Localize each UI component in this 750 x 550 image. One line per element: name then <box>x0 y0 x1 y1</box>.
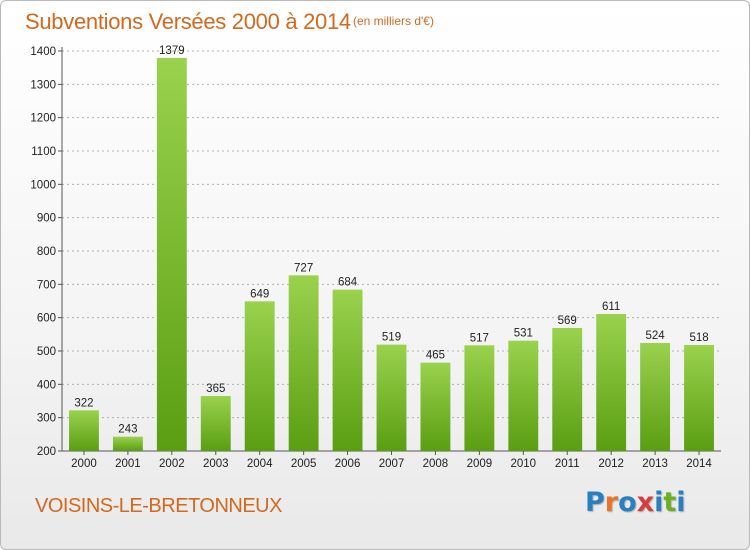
y-tick-label-900: 900 <box>37 213 56 225</box>
bar-2014 <box>684 345 714 451</box>
x-tick-label-2011: 2011 <box>555 458 580 470</box>
x-tick-label-2000: 2000 <box>71 458 97 470</box>
bar-2012 <box>596 314 627 451</box>
bar-2010 <box>508 340 539 451</box>
x-tick-label-2014: 2014 <box>686 458 712 470</box>
labels: 200 300 400 500 600 700 800 900 1000 1100 1200 1300… <box>30 45 712 470</box>
bars <box>69 58 714 451</box>
x-tick-label-2003: 2003 <box>203 458 229 470</box>
bar-2002 <box>156 58 187 451</box>
x-tick-label-2004: 2004 <box>247 458 273 470</box>
chart-title: Subventions Versées 2000 à 2014 <box>25 9 351 34</box>
x-tick-label-2010: 2010 <box>511 458 537 470</box>
x-tick-label-2008: 2008 <box>423 458 449 470</box>
bar-2006 <box>332 289 363 451</box>
bar-2004 <box>244 301 275 451</box>
x-tick-label-2009: 2009 <box>467 458 493 470</box>
y-tick-label-600: 600 <box>37 313 56 325</box>
y-tick-label-500: 500 <box>37 346 56 358</box>
data-label-2006: 684 <box>338 277 358 289</box>
logo-letter: t <box>663 487 677 518</box>
data-label-2010: 531 <box>514 328 533 340</box>
data-label-2005: 727 <box>294 262 313 274</box>
data-label-2014: 518 <box>689 332 708 344</box>
y-tick-label-200: 200 <box>37 446 56 458</box>
logo-letter: x <box>636 487 655 518</box>
data-label-2002: 1379 <box>159 45 185 57</box>
data-label-2007: 519 <box>382 332 401 344</box>
data-label-2003: 365 <box>206 383 225 395</box>
bar-2003 <box>200 396 231 451</box>
data-label-2012: 611 <box>602 301 620 313</box>
bar-2009 <box>464 345 495 451</box>
logo-letter: P <box>585 487 605 518</box>
bar-2011 <box>552 328 583 451</box>
y-tick-label-1200: 1200 <box>30 113 56 125</box>
y-tick-label-1000: 1000 <box>30 179 56 191</box>
bar-2001 <box>112 436 143 451</box>
x-tick-label-2001: 2001 <box>115 458 141 470</box>
x-tick-label-2007: 2007 <box>379 458 405 470</box>
bar-2005 <box>288 275 319 451</box>
data-label-2011: 569 <box>558 315 577 327</box>
bar-2013 <box>640 343 671 451</box>
x-tick-label-2006: 2006 <box>335 458 361 470</box>
bar-2007 <box>376 344 407 451</box>
data-label-2004: 649 <box>250 288 269 300</box>
data-label-2009: 517 <box>470 332 489 344</box>
x-tick-label-2005: 2005 <box>291 458 317 470</box>
proxiti-logo: Proxiti <box>585 487 686 518</box>
logo-letter: o <box>618 487 637 518</box>
data-label-2008: 465 <box>426 350 445 362</box>
data-label-2000: 322 <box>74 397 93 409</box>
y-tick-label-1400: 1400 <box>30 46 56 58</box>
y-tick-label-400: 400 <box>37 379 56 391</box>
commune-name: VOISINS-LE-BRETONNEUX <box>35 495 282 517</box>
bar-2000 <box>69 410 99 451</box>
logo-letter: i <box>654 487 664 518</box>
chart-subtitle: (en milliers d'€) <box>353 14 434 28</box>
x-tick-label-2013: 2013 <box>642 458 668 470</box>
y-tick-label-300: 300 <box>37 413 56 425</box>
y-tick-label-800: 800 <box>37 246 56 258</box>
bar-2008 <box>420 362 451 451</box>
y-tick-label-1300: 1300 <box>30 79 56 91</box>
y-tick-label-700: 700 <box>37 279 56 291</box>
logo-letter: i <box>676 487 686 518</box>
data-label-2001: 243 <box>118 424 137 436</box>
logo-letter: r <box>604 487 619 518</box>
x-tick-label-2012: 2012 <box>598 458 624 470</box>
x-tick-label-2002: 2002 <box>159 458 185 470</box>
y-tick-label-1100: 1100 <box>31 146 56 158</box>
data-label-2013: 524 <box>646 330 666 342</box>
